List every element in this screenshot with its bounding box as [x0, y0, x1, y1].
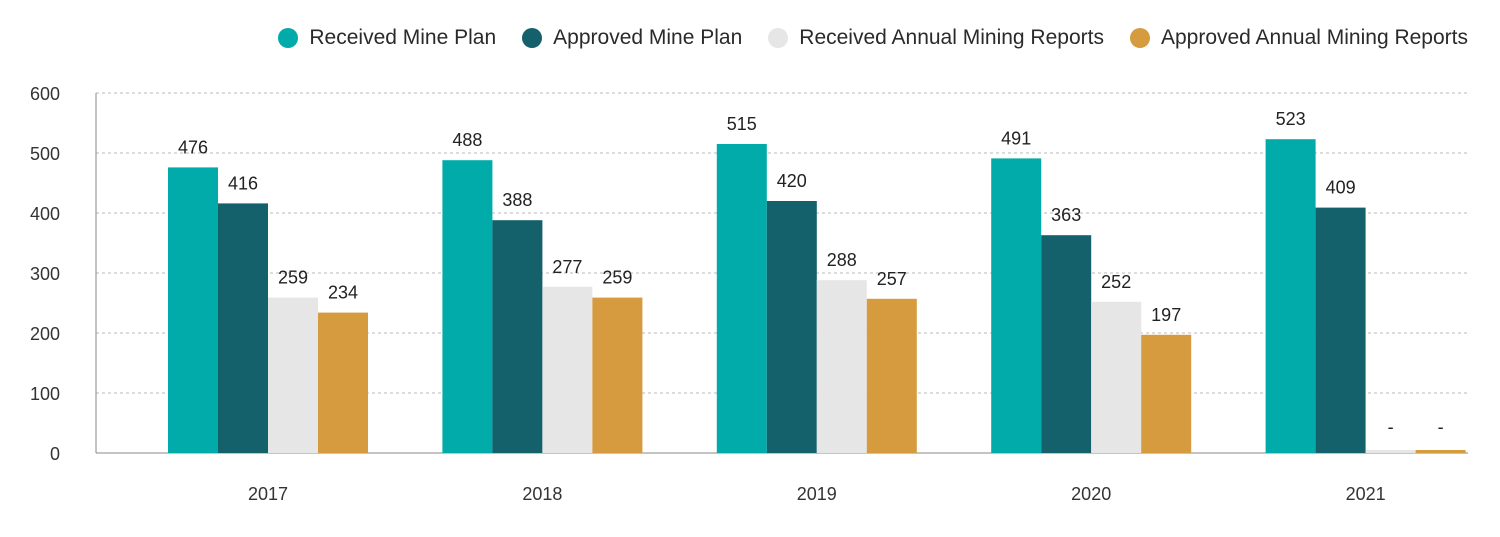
legend-swatch-received-mine-plan	[278, 28, 299, 48]
bar	[442, 160, 493, 453]
legend-item-received-annual-reports: Received Annual Mining Reports	[768, 26, 1104, 50]
data-label: 515	[727, 114, 757, 134]
data-label: 409	[1326, 178, 1356, 198]
legend-label-approved-mine-plan: Approved Mine Plan	[553, 26, 743, 49]
y-tick-label: 300	[30, 264, 60, 284]
legend-swatch-approved-mine-plan	[522, 28, 543, 48]
bar	[1365, 450, 1416, 453]
bar	[1315, 207, 1366, 453]
data-label: 476	[178, 137, 208, 157]
chart-legend: Received Mine Plan Approved Mine Plan Re…	[278, 26, 1468, 50]
y-tick-label: 600	[30, 84, 60, 104]
x-tick-label: 2021	[1346, 484, 1386, 504]
y-tick-label: 0	[50, 444, 60, 464]
bar	[991, 158, 1042, 453]
x-tick-label: 2018	[522, 484, 562, 504]
data-label: 363	[1051, 205, 1081, 225]
data-label: 259	[278, 268, 308, 288]
y-tick-label: 500	[30, 144, 60, 164]
legend-label-approved-annual-reports: Approved Annual Mining Reports	[1160, 26, 1468, 49]
x-tick-label: 2020	[1071, 484, 1111, 504]
bar	[592, 297, 643, 453]
data-label: 259	[602, 268, 632, 288]
legend-swatch-received-annual-reports	[768, 28, 789, 48]
y-tick-label: 200	[30, 324, 60, 344]
bar	[268, 297, 318, 453]
data-label: -	[1388, 417, 1394, 437]
bar	[1141, 334, 1192, 453]
bar	[816, 280, 867, 453]
x-tick-label: 2019	[797, 484, 837, 504]
data-label: 488	[452, 130, 482, 150]
bar	[168, 167, 218, 453]
bar	[866, 298, 917, 453]
bar	[766, 201, 817, 453]
bar	[492, 220, 543, 453]
legend-item-approved-mine-plan: Approved Mine Plan	[522, 26, 742, 50]
bar	[1041, 235, 1092, 453]
bar	[1415, 450, 1466, 453]
data-label: 277	[552, 257, 582, 277]
data-label: 252	[1101, 272, 1131, 292]
bar	[1091, 301, 1142, 453]
bar	[218, 203, 268, 453]
data-label: 416	[228, 173, 258, 193]
bar	[318, 312, 368, 453]
y-tick-label: 400	[30, 204, 60, 224]
y-tick-label: 100	[30, 384, 60, 404]
bar	[1265, 139, 1316, 453]
legend-swatch-approved-annual-reports	[1129, 28, 1150, 48]
data-label: -	[1438, 417, 1444, 437]
x-tick-label: 2017	[248, 484, 288, 504]
bar	[542, 286, 593, 453]
legend-item-approved-annual-reports: Approved Annual Mining Reports	[1129, 26, 1468, 50]
data-label: 234	[328, 283, 358, 303]
data-label: 420	[777, 171, 807, 191]
legend-label-received-mine-plan: Received Mine Plan	[309, 26, 497, 49]
data-label: 197	[1151, 305, 1181, 325]
data-label: 257	[877, 269, 907, 289]
data-label: 491	[1001, 128, 1031, 148]
bar	[716, 144, 767, 453]
data-label: 288	[827, 250, 857, 270]
legend-item-received-mine-plan: Received Mine Plan	[278, 26, 496, 50]
data-label: 523	[1276, 109, 1306, 129]
legend-label-received-annual-reports: Received Annual Mining Reports	[799, 26, 1104, 49]
data-label: 388	[502, 190, 532, 210]
